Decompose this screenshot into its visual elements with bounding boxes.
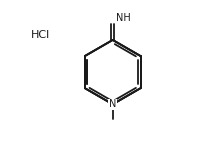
Text: HCl: HCl bbox=[31, 30, 50, 40]
Text: NH: NH bbox=[116, 13, 131, 23]
Text: N: N bbox=[109, 99, 117, 109]
